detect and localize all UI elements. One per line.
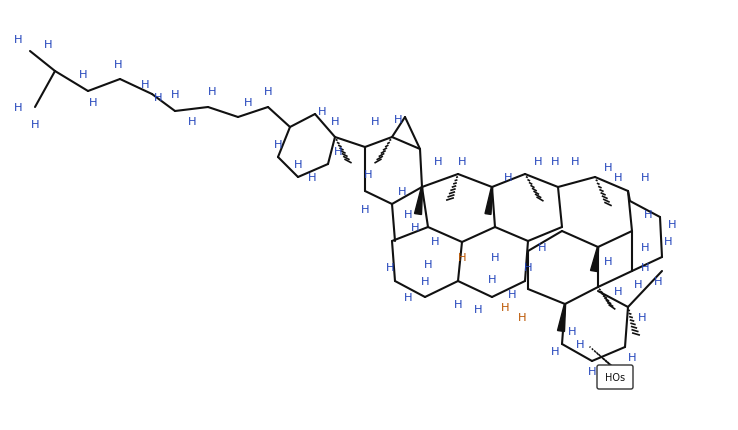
Text: H: H xyxy=(393,115,402,125)
Text: H: H xyxy=(263,87,272,97)
Text: H: H xyxy=(398,187,407,197)
Text: H: H xyxy=(604,163,613,172)
Text: H: H xyxy=(170,90,179,100)
Text: H: H xyxy=(614,286,622,296)
Text: H: H xyxy=(576,339,584,349)
Text: H: H xyxy=(634,280,642,289)
Text: H: H xyxy=(458,252,466,262)
Text: H: H xyxy=(517,312,526,322)
Text: H: H xyxy=(141,80,149,90)
Text: H: H xyxy=(386,262,394,272)
Text: H: H xyxy=(317,107,326,117)
Text: H: H xyxy=(568,326,576,336)
Text: H: H xyxy=(79,70,87,80)
Text: H: H xyxy=(524,262,532,272)
Text: H: H xyxy=(154,93,162,103)
Text: H: H xyxy=(434,157,442,166)
Text: H: H xyxy=(628,352,636,362)
Text: H: H xyxy=(570,157,579,166)
Polygon shape xyxy=(590,247,599,272)
Text: H: H xyxy=(424,259,432,269)
Text: H: H xyxy=(14,103,22,113)
Text: H: H xyxy=(431,237,439,246)
Text: H: H xyxy=(207,87,216,97)
Text: H: H xyxy=(334,147,342,157)
Text: H: H xyxy=(187,117,196,127)
Polygon shape xyxy=(485,187,492,215)
Text: H: H xyxy=(244,98,252,108)
Text: H: H xyxy=(500,302,509,312)
Text: H: H xyxy=(361,205,369,215)
Text: H: H xyxy=(474,304,483,314)
Text: H: H xyxy=(638,312,646,322)
Text: H: H xyxy=(294,160,303,169)
Text: H: H xyxy=(551,346,559,356)
Text: HOs: HOs xyxy=(605,372,625,382)
Text: H: H xyxy=(663,237,672,246)
Text: H: H xyxy=(274,140,283,150)
Text: H: H xyxy=(31,120,39,130)
Text: H: H xyxy=(331,117,339,127)
Text: H: H xyxy=(404,292,413,302)
Text: H: H xyxy=(370,117,379,127)
Text: H: H xyxy=(508,289,517,299)
Text: H: H xyxy=(14,35,22,45)
Text: H: H xyxy=(641,243,649,252)
Text: H: H xyxy=(668,219,676,230)
Text: H: H xyxy=(410,222,419,233)
Text: H: H xyxy=(308,172,317,183)
Text: H: H xyxy=(421,276,430,286)
Text: H: H xyxy=(538,243,546,252)
Text: H: H xyxy=(504,172,512,183)
Text: H: H xyxy=(364,169,372,180)
Text: H: H xyxy=(534,157,542,166)
Text: H: H xyxy=(654,276,662,286)
FancyBboxPatch shape xyxy=(597,365,633,389)
Text: H: H xyxy=(114,60,123,70)
Text: H: H xyxy=(641,172,649,183)
Text: H: H xyxy=(404,209,413,219)
Text: H: H xyxy=(641,262,649,272)
Polygon shape xyxy=(557,304,565,332)
Text: H: H xyxy=(458,157,466,166)
Text: H: H xyxy=(587,366,596,376)
Text: H: H xyxy=(644,209,652,219)
Text: H: H xyxy=(454,299,462,309)
Text: H: H xyxy=(604,256,613,266)
Text: H: H xyxy=(488,274,497,284)
Polygon shape xyxy=(415,187,423,215)
Text: H: H xyxy=(614,172,622,183)
Text: H: H xyxy=(551,157,559,166)
Text: H: H xyxy=(89,98,97,108)
Text: H: H xyxy=(491,252,500,262)
Text: H: H xyxy=(44,40,52,50)
